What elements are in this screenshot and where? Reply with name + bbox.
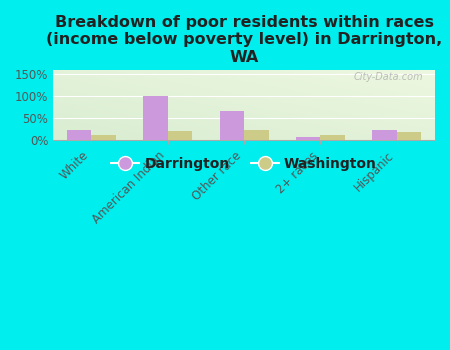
Bar [296, 137, 320, 140]
Bar [91, 135, 116, 140]
Legend: Darrington, Washington: Darrington, Washington [106, 151, 382, 176]
Bar [144, 96, 168, 140]
Text: City-Data.com: City-Data.com [354, 72, 423, 82]
Bar [397, 132, 421, 140]
Bar [373, 130, 397, 140]
Title: Breakdown of poor residents within races
(income below poverty level) in Darring: Breakdown of poor residents within races… [46, 15, 442, 65]
Bar [168, 131, 192, 140]
Bar [244, 130, 269, 140]
Bar [320, 135, 345, 140]
Bar [220, 111, 244, 140]
Bar [67, 130, 91, 140]
